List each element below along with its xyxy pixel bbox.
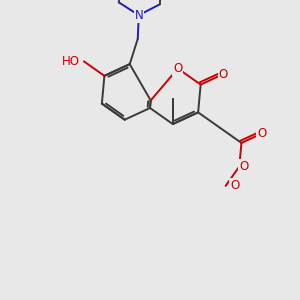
Text: N: N (134, 9, 143, 22)
Text: HO: HO (61, 55, 80, 68)
Text: O: O (230, 179, 239, 192)
Text: O: O (239, 160, 248, 173)
Text: O: O (173, 62, 182, 75)
Text: O: O (257, 127, 266, 140)
Text: O: O (219, 68, 228, 81)
